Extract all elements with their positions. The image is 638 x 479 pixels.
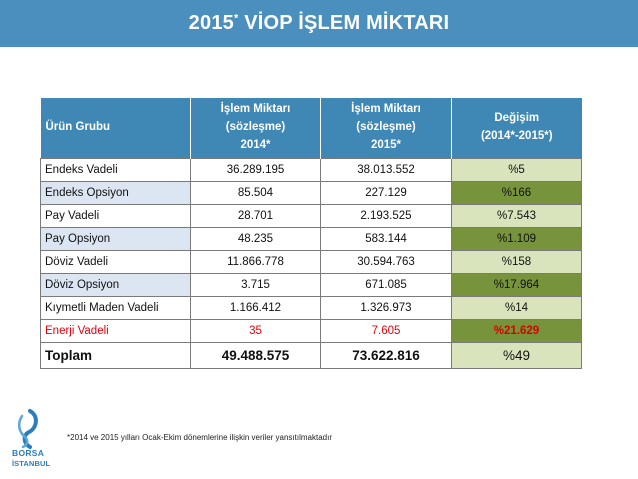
row-product: Kıymetli Maden Vadeli — [40, 296, 191, 320]
row-value-2015: 38.013.552 — [320, 158, 452, 182]
header-2014-line1: İşlem Miktarı — [220, 103, 291, 116]
row-change: %17.964 — [451, 273, 582, 297]
table-row: Endeks Vadeli 36.289.195 38.013.552 %5 — [40, 158, 582, 182]
title-text: VİOP İŞLEM MİKTARI — [244, 12, 450, 34]
viop-volume-table: Ürün Grubu İşlem Miktarı (sözleşme) 2014… — [40, 98, 582, 369]
row-product: Döviz Vadeli — [40, 250, 191, 274]
header-change-line1: Değişim — [494, 112, 540, 125]
row-value-2014: 28.701 — [190, 204, 321, 228]
table-row: Döviz Vadeli 11.866.778 30.594.763 %158 — [40, 250, 582, 274]
table-header-row: Ürün Grubu İşlem Miktarı (sözleşme) 2014… — [40, 98, 582, 159]
logo-text-borsa: BORSA — [12, 448, 45, 458]
row-change: %7.543 — [451, 204, 582, 228]
row-value-2014: 85.504 — [190, 181, 321, 205]
row-change: %1.109 — [451, 227, 582, 251]
row-value-2014: 35 — [190, 319, 321, 343]
row-change: %166 — [451, 181, 582, 205]
total-label: Toplam — [40, 342, 191, 369]
header-change: Değişim (2014*-2015*) — [451, 98, 582, 159]
row-change: %158 — [451, 250, 582, 274]
row-change: %14 — [451, 296, 582, 320]
row-change: %21.629 — [451, 319, 582, 343]
row-product: Döviz Opsiyon — [40, 273, 191, 297]
header-2015-line2: (sözleşme) — [356, 121, 416, 134]
header-2015: İşlem Miktarı (sözleşme) 2015* — [320, 98, 452, 159]
header-product: Ürün Grubu — [40, 98, 191, 159]
total-value-2015: 73.622.816 — [320, 342, 452, 369]
header-2015-line1: İşlem Miktarı — [351, 103, 421, 116]
row-value-2015: 7.605 — [320, 319, 452, 343]
title-bar: 2015* VİOP İŞLEM MİKTARI — [0, 0, 638, 47]
row-value-2015: 30.594.763 — [320, 250, 452, 274]
footnote: *2014 ve 2015 yılları Ocak-Ekim dönemler… — [67, 433, 332, 442]
row-product: Pay Vadeli — [40, 204, 191, 228]
row-value-2015: 1.326.973 — [320, 296, 452, 320]
total-row: Toplam 49.488.575 73.622.816 %49 — [40, 342, 582, 369]
row-value-2015: 671.085 — [320, 273, 452, 297]
row-value-2014: 36.289.195 — [190, 158, 321, 182]
table-row: Enerji Vadeli 35 7.605 %21.629 — [40, 319, 582, 343]
row-product: Pay Opsiyon — [40, 227, 191, 251]
page-title: 2015* VİOP İŞLEM MİKTARI — [189, 12, 450, 35]
table-row: Kıymetli Maden Vadeli 1.166.412 1.326.97… — [40, 296, 582, 320]
title-star: * — [233, 12, 239, 25]
header-2014: İşlem Miktarı (sözleşme) 2014* — [190, 98, 321, 159]
row-value-2014: 1.166.412 — [190, 296, 321, 320]
header-2014-line3: 2014* — [240, 138, 271, 151]
row-value-2014: 11.866.778 — [190, 250, 321, 274]
row-value-2014: 3.715 — [190, 273, 321, 297]
row-value-2015: 2.193.525 — [320, 204, 452, 228]
total-change: %49 — [451, 342, 582, 369]
row-product: Endeks Opsiyon — [40, 181, 191, 205]
table-row: Pay Opsiyon 48.235 583.144 %1.109 — [40, 227, 582, 251]
row-product: Enerji Vadeli — [40, 319, 191, 343]
row-value-2015: 583.144 — [320, 227, 452, 251]
table-row: Döviz Opsiyon 3.715 671.085 %17.964 — [40, 273, 582, 297]
header-change-line2: (2014*-2015*) — [480, 130, 553, 142]
table-row: Pay Vadeli 28.701 2.193.525 %7.543 — [40, 204, 582, 228]
row-change: %5 — [451, 158, 582, 182]
total-value-2014: 49.488.575 — [190, 342, 321, 369]
header-2014-line2: (sözleşme) — [225, 121, 286, 134]
borsa-istanbul-logo — [17, 409, 38, 449]
title-year: 2015 — [188, 12, 234, 34]
table-row: Endeks Opsiyon 85.504 227.129 %166 — [40, 181, 582, 205]
logo-text-istanbul: İSTANBUL — [12, 459, 51, 468]
row-value-2014: 48.235 — [190, 227, 321, 251]
header-2015-line3: 2015* — [370, 138, 402, 151]
row-value-2015: 227.129 — [320, 181, 452, 205]
row-product: Endeks Vadeli — [40, 158, 191, 182]
